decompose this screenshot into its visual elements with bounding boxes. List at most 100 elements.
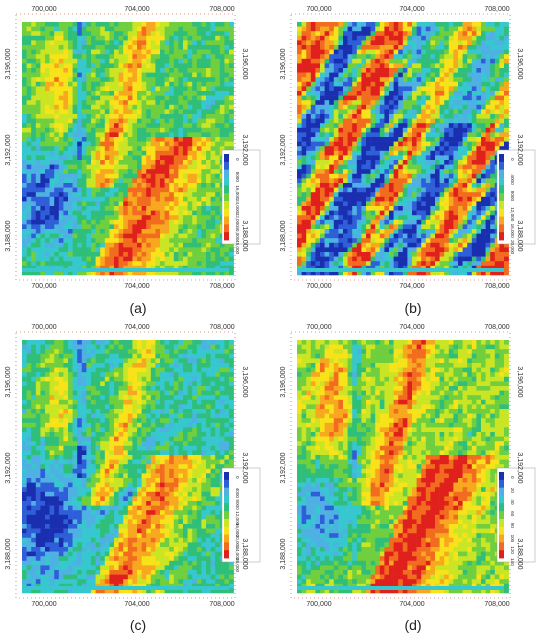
- x-tick-label-bottom: 700,000: [31, 283, 56, 290]
- legend-tick-label: 48,000: [235, 240, 240, 254]
- map-frame: [15, 331, 236, 599]
- legend-tick-label: 0: [235, 476, 240, 479]
- x-tick-label-top: 704,000: [124, 6, 149, 13]
- legend-tick-label: 0: [510, 476, 515, 479]
- legend-tick-label: 28,000: [235, 558, 240, 572]
- legend-tick-label: 80: [510, 523, 515, 529]
- y-tick-label-right: 3,188,000: [516, 220, 523, 251]
- x-tick-label-bottom: 708,000: [209, 601, 234, 608]
- y-tick-label-left: 3,188,000: [5, 538, 12, 569]
- legend-tick-label: 24,000: [235, 546, 240, 560]
- y-tick-label-right: 3,192,000: [241, 134, 248, 165]
- map-edge-strip: [22, 586, 229, 590]
- legend-d: 0 20 40 60 80 100 120 140: [496, 467, 536, 566]
- x-tick-label-bottom: 708,000: [484, 283, 509, 290]
- map-edge-strip: [297, 586, 504, 590]
- y-tick-label-right: 3,192,000: [516, 452, 523, 483]
- map-frame: [290, 13, 511, 281]
- panel-d: 0 20 40 60 80 100 120 140 700,000 700,000 704,000 7…: [275, 318, 550, 637]
- legend-tick-label: 20,000: [510, 240, 515, 254]
- map-edge-strip: [22, 268, 229, 272]
- legend-tick-label: 8000: [235, 172, 240, 183]
- legend-tick-label: 32,000: [235, 213, 240, 227]
- y-tick-label-left: 3,192,000: [5, 452, 12, 483]
- y-tick-label-right: 3,188,000: [241, 538, 248, 569]
- map-b-figure: 0 4000 8000 12,000 16,000 20,000 700,000 700,00…: [280, 6, 536, 290]
- legend-tick-label: 0: [235, 158, 240, 161]
- map-d-figure: 0 20 40 60 80 100 120 140 700,000 700,000 704,000 7…: [280, 324, 536, 608]
- legend-tick-label: 0: [510, 158, 515, 161]
- map-b-raster: [297, 22, 509, 276]
- x-tick-label-bottom: 704,000: [399, 601, 424, 608]
- map-frame: [290, 331, 511, 599]
- y-tick-label-right: 3,196,000: [516, 366, 523, 397]
- y-tick-label-left: 3,196,000: [5, 366, 12, 397]
- y-tick-label-right: 3,196,000: [241, 48, 248, 79]
- x-tick-label-top: 700,000: [306, 6, 331, 13]
- x-tick-label-bottom: 704,000: [399, 283, 424, 290]
- y-tick-label-left: 3,188,000: [280, 220, 287, 251]
- x-tick-label-top: 700,000: [31, 6, 56, 13]
- y-tick-label-left: 3,196,000: [280, 366, 287, 397]
- y-tick-label-right: 3,188,000: [241, 220, 248, 251]
- map-d-raster: [297, 340, 509, 594]
- legend-tick-label: 40,000: [235, 226, 240, 240]
- legend-tick-label: 16,000: [235, 185, 240, 199]
- legend-b: 0 4000 8000 12,000 16,000 20,000: [496, 149, 536, 254]
- y-tick-label-right: 3,188,000: [516, 538, 523, 569]
- x-tick-label-bottom: 704,000: [124, 283, 149, 290]
- x-tick-label-bottom: 700,000: [31, 601, 56, 608]
- x-tick-label-bottom: 700,000: [306, 601, 331, 608]
- caption-c: (c): [129, 617, 147, 633]
- x-tick-label-bottom: 704,000: [124, 601, 149, 608]
- x-tick-label-top: 700,000: [31, 324, 56, 331]
- legend-tick-label: 8000: [510, 191, 515, 202]
- y-tick-label-right: 3,192,000: [241, 452, 248, 483]
- x-tick-label-top: 708,000: [209, 6, 234, 13]
- x-tick-label-bottom: 708,000: [484, 601, 509, 608]
- y-tick-label-right: 3,192,000: [516, 134, 523, 165]
- y-tick-label-left: 3,192,000: [280, 134, 287, 165]
- caption-d: (d): [404, 617, 422, 633]
- y-tick-label-left: 3,192,000: [280, 452, 287, 483]
- x-tick-label-top: 708,000: [484, 324, 509, 331]
- legend-tick-label: 8000: [235, 499, 240, 510]
- x-tick-label-bottom: 700,000: [306, 283, 331, 290]
- legend-tick-label: 4000: [510, 174, 515, 185]
- y-tick-label-left: 3,196,000: [5, 48, 12, 79]
- y-tick-label-left: 3,188,000: [280, 538, 287, 569]
- x-tick-label-top: 704,000: [124, 324, 149, 331]
- map-c-raster: [22, 340, 234, 594]
- legend-tick-label: 12,000: [510, 207, 515, 221]
- map-edge-strip: [297, 268, 504, 272]
- legend-tick-label: 16,000: [510, 224, 515, 238]
- y-tick-label-left: 3,192,000: [5, 134, 12, 165]
- legend-tick-label: 20,000: [235, 535, 240, 549]
- x-tick-label-top: 704,000: [399, 324, 424, 331]
- legend-tick-label: 24,000: [235, 199, 240, 213]
- legend-tick-label: 20: [510, 488, 515, 494]
- map-a-raster: [22, 22, 234, 276]
- legend-tick-label: 40: [510, 499, 515, 505]
- caption-b: (b): [404, 300, 422, 316]
- panel-c: 0 4000 8000 12,000 16,000 20,000 24,000 28,000 7…: [0, 318, 275, 637]
- legend-tick-label: 16,000: [235, 523, 240, 537]
- x-tick-label-top: 708,000: [484, 6, 509, 13]
- legend-tick-label: 140: [510, 558, 515, 566]
- legend-tick-label: 120: [510, 546, 515, 554]
- legend-tick-label: 12,000: [235, 511, 240, 525]
- legend-tick-label: 4000: [235, 488, 240, 499]
- y-tick-label-left: 3,196,000: [280, 48, 287, 79]
- x-tick-label-top: 700,000: [306, 324, 331, 331]
- map-frame: [15, 13, 236, 281]
- legend-tick-label: 60: [510, 511, 515, 517]
- panel-b: 0 4000 8000 12,000 16,000 20,000 700,000 700,00…: [275, 0, 550, 318]
- panel-a: 0 8000 16,000 24,000 32,000 40,000 48,000 700,0…: [0, 0, 275, 318]
- caption-a: (a): [129, 300, 147, 316]
- x-tick-label-top: 704,000: [399, 6, 424, 13]
- y-tick-label-left: 3,188,000: [5, 220, 12, 251]
